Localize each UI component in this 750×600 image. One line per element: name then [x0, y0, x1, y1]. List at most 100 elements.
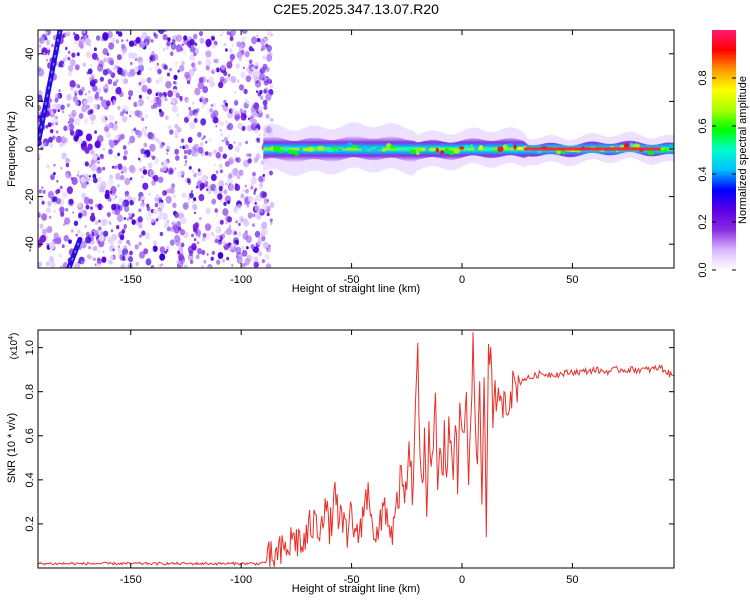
noise-speckle	[166, 248, 169, 253]
noise-speckle	[234, 206, 237, 209]
noise-speckle	[81, 104, 88, 113]
noise-speckle	[144, 132, 148, 137]
noise-speckle	[210, 231, 214, 236]
noise-speckle	[174, 133, 179, 139]
noise-speckle	[147, 132, 154, 140]
noise-speckle	[262, 63, 268, 70]
noise-speckle	[166, 188, 171, 194]
signal-blob	[323, 148, 328, 152]
noise-speckle	[121, 39, 124, 42]
noise-speckle	[96, 165, 99, 169]
noise-speckle	[46, 39, 51, 46]
noise-speckle	[148, 47, 151, 51]
noise-speckle	[247, 117, 250, 121]
noise-speckle	[64, 54, 69, 60]
noise-speckle	[266, 212, 270, 217]
noise-speckle	[140, 77, 146, 85]
noise-speckle	[92, 177, 98, 184]
noise-speckle	[138, 60, 143, 66]
noise-speckle	[86, 95, 94, 104]
noise-speckle	[108, 220, 111, 224]
noise-speckle	[236, 41, 242, 48]
noise-speckle	[92, 173, 97, 179]
noise-speckle	[220, 179, 223, 183]
signal-blob	[282, 148, 291, 151]
noise-speckle	[111, 86, 114, 90]
noise-speckle	[202, 237, 206, 242]
noise-speckle	[128, 40, 135, 47]
noise-speckle	[150, 155, 153, 158]
noise-speckle	[253, 189, 257, 193]
noise-speckle	[176, 237, 181, 242]
noise-speckle	[169, 187, 175, 194]
noise-speckle	[196, 108, 200, 112]
noise-speckle	[232, 168, 239, 176]
noise-speckle	[179, 229, 185, 236]
noise-speckle	[81, 86, 85, 92]
noise-speckle	[115, 39, 120, 44]
noise-speckle	[41, 200, 45, 205]
noise-speckle	[252, 48, 255, 52]
signal-blob	[440, 150, 444, 155]
noise-speckle	[205, 59, 212, 67]
noise-speckle	[93, 104, 98, 110]
noise-speckle	[114, 135, 119, 141]
noise-speckle	[256, 34, 259, 38]
noise-speckle	[259, 95, 264, 100]
noise-speckle	[165, 46, 169, 50]
noise-speckle	[76, 52, 80, 57]
noise-speckle	[246, 246, 249, 250]
signal-blob	[389, 145, 398, 149]
noise-speckle	[189, 259, 194, 264]
y-tick-label: -40	[24, 236, 36, 252]
noise-speckle	[266, 44, 273, 52]
noise-speckle	[245, 75, 252, 83]
signal-blob	[307, 146, 315, 152]
noise-speckle	[228, 48, 233, 53]
noise-speckle	[234, 146, 240, 153]
noise-speckle	[67, 56, 71, 61]
y-tick-label: 40	[24, 48, 36, 60]
x-tick-label: -150	[120, 274, 142, 286]
noise-speckle	[88, 175, 91, 178]
noise-speckle	[129, 165, 136, 174]
noise-speckle	[100, 181, 107, 189]
noise-speckle	[91, 246, 94, 250]
snr-frame	[37, 329, 675, 569]
noise-speckle	[187, 200, 190, 204]
noise-speckle	[151, 248, 154, 252]
x-tick-label: -100	[230, 274, 252, 286]
noise-speckle	[158, 196, 163, 202]
noise-speckle	[161, 190, 167, 196]
noise-speckle	[97, 157, 100, 161]
noise-speckle	[93, 47, 97, 51]
noise-speckle	[229, 53, 235, 61]
y-tick-label: 20	[24, 95, 36, 107]
noise-speckle	[154, 202, 159, 208]
noise-speckle	[145, 114, 148, 119]
signal-band	[263, 135, 674, 163]
noise-speckle	[211, 173, 217, 182]
signal-blob	[326, 148, 334, 153]
noise-speckle	[189, 121, 196, 130]
noise-speckle	[182, 145, 186, 150]
noise-speckle	[95, 233, 98, 236]
noise-speckle	[61, 153, 67, 160]
signal-blob	[415, 150, 420, 155]
noise-speckle	[211, 102, 216, 109]
noise-speckle	[74, 117, 81, 126]
noise-speckle	[149, 132, 156, 141]
signal-blob	[629, 142, 634, 148]
signal-blob	[270, 145, 274, 152]
noise-speckle	[137, 216, 143, 223]
noise-speckle	[68, 123, 75, 132]
noise-speckle	[205, 50, 212, 58]
noise-speckle	[251, 118, 258, 127]
noise-speckle	[114, 165, 117, 170]
noise-speckle	[97, 203, 102, 209]
noise-speckle	[257, 250, 263, 257]
noise-speckle	[204, 151, 209, 156]
noise-speckle	[52, 103, 58, 110]
signal-blob	[663, 148, 668, 153]
noise-speckle	[256, 122, 260, 127]
